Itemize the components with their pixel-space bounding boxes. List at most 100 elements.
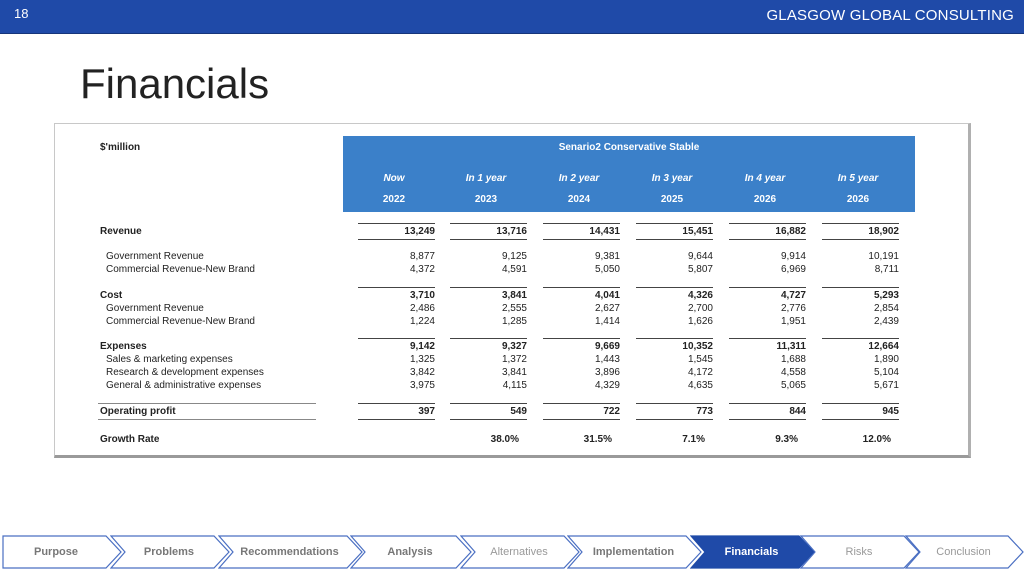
period-header: In 5 year [837, 173, 879, 184]
value-cell: 12,664 [868, 341, 899, 352]
value-cell: 3,975 [409, 380, 435, 391]
value-cell: 2,555 [501, 303, 527, 314]
value-cell: 1,224 [409, 316, 435, 327]
page-title: Financials [80, 60, 270, 107]
value-cell: 4,558 [780, 367, 806, 378]
column-rule [543, 338, 620, 339]
value-cell: 8,877 [409, 251, 435, 262]
total-underline [729, 239, 806, 240]
value-cell: 722 [603, 406, 620, 417]
column-rule [450, 403, 527, 404]
row-label-main: Operating profit [100, 406, 176, 417]
growth-label: Growth Rate [100, 434, 160, 445]
slide-number: 18 [14, 6, 29, 21]
value-cell: 3,841 [501, 367, 527, 378]
column-rule [450, 223, 527, 224]
column-rule [450, 338, 527, 339]
column-rule [636, 223, 713, 224]
growth-value: 31.5% [583, 434, 612, 445]
chevron-shape [460, 535, 580, 569]
nav-step-alternatives[interactable]: Alternatives [460, 534, 580, 570]
year-header: 2024 [567, 194, 591, 205]
op-underline [358, 419, 435, 420]
total-underline [450, 239, 527, 240]
label-rule [98, 419, 316, 420]
nav-step-analysis[interactable]: Analysis [350, 534, 472, 570]
value-cell: 4,041 [594, 290, 620, 301]
value-cell: 5,104 [873, 367, 899, 378]
value-cell: 397 [418, 406, 435, 417]
value-cell: 945 [882, 406, 899, 417]
value-cell: 11,311 [776, 341, 806, 352]
nav-step-problems[interactable]: Problems [110, 534, 230, 570]
total-underline [822, 239, 899, 240]
row-label-main: Expenses [100, 341, 147, 352]
value-cell: 4,372 [409, 264, 435, 275]
value-cell: 5,050 [594, 264, 620, 275]
nav-step-label: Conclusion [936, 546, 991, 558]
period-header: In 4 year [744, 173, 786, 184]
value-cell: 4,326 [687, 290, 713, 301]
value-cell: 844 [789, 406, 806, 417]
column-rule [729, 403, 806, 404]
value-cell: 10,352 [682, 341, 713, 352]
period-header: In 2 year [558, 173, 600, 184]
nav-step-conclusion[interactable]: Conclusion [905, 534, 1024, 570]
nav-step-label: Risks [845, 546, 873, 558]
nav-step-label: Problems [143, 546, 195, 558]
chevron-shape [690, 535, 815, 569]
value-cell: 2,486 [409, 303, 435, 314]
unit-label: $'million [100, 142, 141, 153]
value-cell: 1,325 [409, 354, 435, 365]
period-header: In 1 year [465, 173, 507, 184]
value-cell: 8,711 [874, 264, 899, 275]
nav-step-label: Alternatives [490, 546, 548, 558]
value-cell: 14,431 [589, 226, 620, 237]
column-rule [636, 403, 713, 404]
value-cell: 4,635 [687, 380, 713, 391]
column-rule [729, 287, 806, 288]
row-label: Sales & marketing expenses [106, 354, 233, 365]
nav-step-implementation[interactable]: Implementation [567, 534, 702, 570]
section-nav: Purpose Problems Recommendations Analysis Al… [0, 534, 1024, 570]
value-cell: 4,591 [501, 264, 527, 275]
value-cell: 13,249 [404, 226, 435, 237]
value-cell: 2,627 [594, 303, 620, 314]
nav-step-purpose[interactable]: Purpose [2, 534, 122, 570]
column-rule [358, 287, 435, 288]
value-cell: 9,142 [409, 341, 435, 352]
nav-step-financials[interactable]: Financials [690, 534, 815, 570]
value-cell: 1,626 [687, 316, 713, 327]
value-cell: 5,671 [873, 380, 899, 391]
nav-step-recommendations[interactable]: Recommendations [218, 534, 363, 570]
value-cell: 1,443 [594, 354, 620, 365]
year-header: 2022 [382, 194, 406, 205]
row-label: Government Revenue [106, 251, 204, 262]
op-underline [729, 419, 806, 420]
column-rule [358, 223, 435, 224]
period-header: In 3 year [651, 173, 693, 184]
column-rule [543, 287, 620, 288]
year-header: 2023 [474, 194, 498, 205]
nav-step-label: Analysis [387, 546, 433, 558]
year-header: 2026 [753, 194, 777, 205]
value-cell: 9,125 [501, 251, 527, 262]
op-underline [543, 419, 620, 420]
row-label-main: Cost [100, 290, 123, 301]
value-cell: 773 [696, 406, 713, 417]
value-cell: 13,716 [496, 226, 527, 237]
chevron-shape [800, 535, 920, 569]
growth-value: 38.0% [490, 434, 519, 445]
column-rule [822, 223, 899, 224]
year-header: 2026 [846, 194, 870, 205]
value-cell: 2,700 [687, 303, 713, 314]
year-header: 2025 [660, 194, 684, 205]
value-cell: 10,191 [868, 251, 899, 262]
value-cell: 1,372 [501, 354, 527, 365]
total-underline [358, 239, 435, 240]
column-rule [822, 338, 899, 339]
value-cell: 2,776 [780, 303, 806, 314]
nav-step-risks[interactable]: Risks [800, 534, 920, 570]
column-rule [636, 287, 713, 288]
row-label: Commercial Revenue-New Brand [106, 316, 255, 327]
